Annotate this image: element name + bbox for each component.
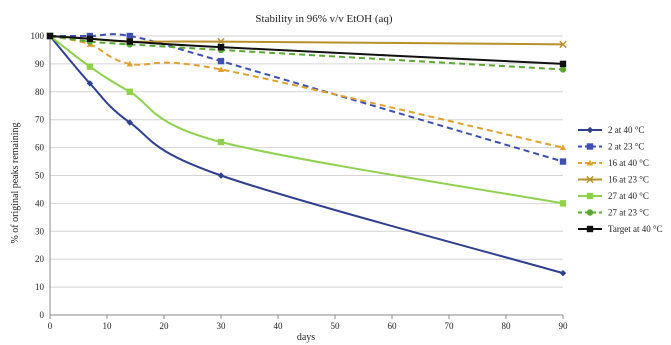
x-tick-label: 90 [559, 321, 569, 331]
data-point [559, 269, 567, 277]
legend-item: 2 at 23 °C [578, 142, 644, 152]
series-2 [46, 32, 567, 165]
legend-marker [586, 209, 594, 216]
legend-label: Target at 40 °C [608, 224, 663, 234]
legend-marker [586, 192, 594, 200]
legend-label: 27 at 40 °C [608, 191, 649, 201]
y-tick-label: 20 [35, 254, 45, 264]
data-point [217, 37, 225, 46]
data-point [217, 57, 225, 65]
legend-marker [586, 143, 594, 150]
legend-label: 16 at 40 °C [608, 158, 649, 168]
y-tick-label: 0 [40, 310, 45, 320]
gridlines [50, 35, 563, 288]
x-tick-label: 60 [388, 321, 398, 331]
data-point [559, 60, 567, 68]
x-tick-label: 50 [331, 321, 341, 331]
y-tick-label: 10 [35, 282, 45, 292]
chart-title: Stability in 96% v/v EtOH (aq) [255, 13, 393, 25]
legend-item: 2 at 40 °C [578, 125, 644, 135]
legend-item: 16 at 23 °C [578, 175, 649, 185]
y-tick-label: 90 [35, 59, 45, 69]
legend-marker [586, 159, 594, 166]
axes [49, 36, 564, 319]
series-7 [46, 32, 567, 68]
legend-marker [586, 175, 594, 184]
legend-item: 27 at 40 °C [578, 191, 649, 201]
x-tick-label: 0 [48, 321, 53, 331]
legend-item: 16 at 40 °C [578, 158, 649, 168]
x-tick-label: 70 [445, 321, 455, 331]
data-point [559, 200, 567, 207]
x-tick-label: 10 [103, 321, 113, 331]
series-line [50, 33, 564, 163]
data-point [559, 144, 567, 151]
data-point [559, 158, 567, 165]
data-point [126, 38, 133, 45]
legend: 2 at 40 °C 2 at 23 °C 16 at 40 °C 16 at 23 … [578, 125, 663, 234]
x-tick-label: 20 [160, 321, 170, 331]
data-point [217, 66, 225, 73]
legend-marker [586, 225, 594, 233]
data-point [217, 172, 225, 179]
data-point [559, 66, 567, 73]
y-tick-label: 30 [35, 226, 45, 236]
legend-item: 27 at 23 °C [578, 208, 649, 218]
series-1 [46, 32, 567, 277]
data-point [46, 32, 54, 40]
series-line [49, 35, 564, 275]
y-tick-label: 80 [35, 87, 45, 97]
data-point [126, 88, 133, 95]
x-axis-title: days [297, 332, 315, 343]
legend-label: 27 at 23 °C [608, 208, 649, 218]
y-tick-label: 60 [35, 143, 45, 153]
legend-marker [586, 126, 594, 134]
x-tick-label: 30 [217, 321, 227, 331]
data-point [86, 80, 94, 87]
data-point [126, 60, 133, 67]
series-line [49, 35, 564, 71]
legend-label: 16 at 23 °C [608, 175, 649, 185]
series-6 [46, 32, 567, 73]
data-point [86, 63, 94, 70]
legend-item: Target at 40 °C [578, 224, 663, 234]
y-tick-label: 100 [31, 31, 45, 41]
y-tick-label: 40 [35, 198, 45, 208]
data-point [126, 119, 133, 126]
data-point [126, 32, 133, 40]
x-tick-label: 40 [274, 321, 284, 331]
y-axis-title: % of original peaks remaining [10, 122, 21, 243]
x-tick-label: 80 [502, 321, 512, 331]
data-point [217, 43, 225, 51]
data-point [559, 40, 567, 49]
y-tick-label: 50 [35, 171, 45, 181]
y-tick-label: 70 [35, 115, 45, 125]
legend-label: 2 at 23 °C [608, 142, 644, 152]
legend-label: 2 at 40 °C [608, 125, 644, 135]
tick-labels: 0 10 20 30 40 50 60 70 80 90 100 0 10 20 30 40 50 60 70 80 9… [31, 31, 569, 331]
series-lines [46, 32, 567, 277]
data-point [217, 138, 225, 146]
data-point [86, 35, 94, 42]
